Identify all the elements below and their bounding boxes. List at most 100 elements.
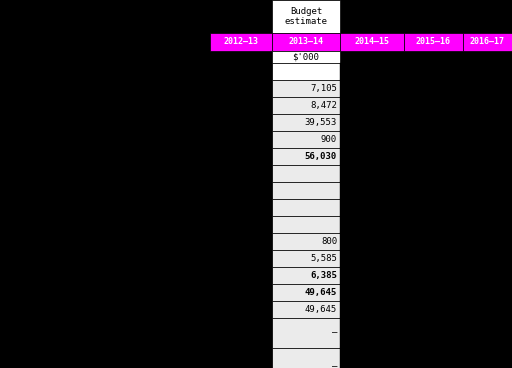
Bar bbox=[340, 250, 404, 267]
Bar bbox=[210, 33, 272, 51]
Bar bbox=[340, 114, 404, 131]
Text: $'000: $'000 bbox=[292, 53, 319, 61]
Bar bbox=[404, 318, 463, 348]
Bar bbox=[272, 0, 340, 33]
Bar bbox=[210, 348, 272, 368]
Bar bbox=[404, 348, 463, 368]
Bar bbox=[340, 182, 404, 199]
Bar bbox=[463, 63, 512, 80]
Bar bbox=[272, 267, 340, 284]
Bar bbox=[210, 250, 272, 267]
Bar bbox=[272, 63, 340, 80]
Bar bbox=[463, 114, 512, 131]
Text: 7,105: 7,105 bbox=[310, 84, 337, 93]
Text: 900: 900 bbox=[321, 135, 337, 144]
Bar bbox=[210, 165, 272, 182]
Bar bbox=[404, 80, 463, 97]
Bar bbox=[340, 318, 404, 348]
Bar bbox=[404, 284, 463, 301]
Bar bbox=[463, 165, 512, 182]
Bar bbox=[340, 348, 404, 368]
Bar bbox=[463, 148, 512, 165]
Text: 2013–14: 2013–14 bbox=[288, 38, 324, 46]
Bar bbox=[272, 114, 340, 131]
Bar bbox=[463, 182, 512, 199]
Bar bbox=[272, 233, 340, 250]
Text: –: – bbox=[332, 362, 337, 368]
Bar bbox=[463, 301, 512, 318]
Bar bbox=[272, 301, 340, 318]
Text: 49,645: 49,645 bbox=[305, 305, 337, 314]
Bar bbox=[404, 165, 463, 182]
Bar bbox=[210, 182, 272, 199]
Bar bbox=[272, 165, 340, 182]
Bar bbox=[272, 318, 340, 348]
Bar bbox=[272, 97, 340, 114]
Bar bbox=[463, 80, 512, 97]
Bar bbox=[272, 250, 340, 267]
Bar bbox=[272, 284, 340, 301]
Bar bbox=[272, 131, 340, 148]
Bar bbox=[272, 216, 340, 233]
Bar bbox=[404, 33, 463, 51]
Bar bbox=[272, 51, 340, 63]
Bar bbox=[210, 114, 272, 131]
Bar bbox=[463, 199, 512, 216]
Bar bbox=[210, 301, 272, 318]
Bar bbox=[210, 199, 272, 216]
Bar bbox=[340, 284, 404, 301]
Bar bbox=[340, 80, 404, 97]
Text: 2015–16: 2015–16 bbox=[416, 38, 451, 46]
Bar bbox=[210, 318, 272, 348]
Bar bbox=[210, 131, 272, 148]
Bar bbox=[272, 33, 340, 51]
Text: 2014–15: 2014–15 bbox=[354, 38, 390, 46]
Text: 6,385: 6,385 bbox=[310, 271, 337, 280]
Bar bbox=[463, 97, 512, 114]
Bar bbox=[210, 148, 272, 165]
Bar bbox=[404, 216, 463, 233]
Bar bbox=[340, 148, 404, 165]
Bar bbox=[404, 233, 463, 250]
Text: Budget
estimate: Budget estimate bbox=[285, 7, 328, 26]
Bar bbox=[404, 250, 463, 267]
Bar bbox=[340, 131, 404, 148]
Bar bbox=[210, 284, 272, 301]
Bar bbox=[272, 199, 340, 216]
Bar bbox=[404, 148, 463, 165]
Bar bbox=[404, 97, 463, 114]
Bar bbox=[272, 80, 340, 97]
Bar bbox=[404, 301, 463, 318]
Bar bbox=[463, 284, 512, 301]
Bar bbox=[404, 114, 463, 131]
Bar bbox=[404, 63, 463, 80]
Bar bbox=[210, 97, 272, 114]
Bar bbox=[210, 267, 272, 284]
Text: 8,472: 8,472 bbox=[310, 101, 337, 110]
Bar bbox=[340, 267, 404, 284]
Bar bbox=[340, 165, 404, 182]
Bar bbox=[404, 131, 463, 148]
Text: 39,553: 39,553 bbox=[305, 118, 337, 127]
Bar bbox=[340, 301, 404, 318]
Bar bbox=[463, 318, 512, 348]
Bar bbox=[404, 182, 463, 199]
Bar bbox=[210, 216, 272, 233]
Bar bbox=[404, 199, 463, 216]
Bar bbox=[463, 216, 512, 233]
Text: 800: 800 bbox=[321, 237, 337, 246]
Bar bbox=[210, 63, 272, 80]
Bar bbox=[463, 233, 512, 250]
Bar bbox=[340, 63, 404, 80]
Bar bbox=[463, 348, 512, 368]
Bar bbox=[340, 199, 404, 216]
Bar bbox=[404, 267, 463, 284]
Text: 2016–17: 2016–17 bbox=[470, 38, 505, 46]
Bar bbox=[340, 97, 404, 114]
Text: 2012–13: 2012–13 bbox=[224, 38, 259, 46]
Text: 56,030: 56,030 bbox=[305, 152, 337, 161]
Bar bbox=[463, 131, 512, 148]
Text: –: – bbox=[332, 329, 337, 337]
Bar bbox=[340, 233, 404, 250]
Bar bbox=[272, 148, 340, 165]
